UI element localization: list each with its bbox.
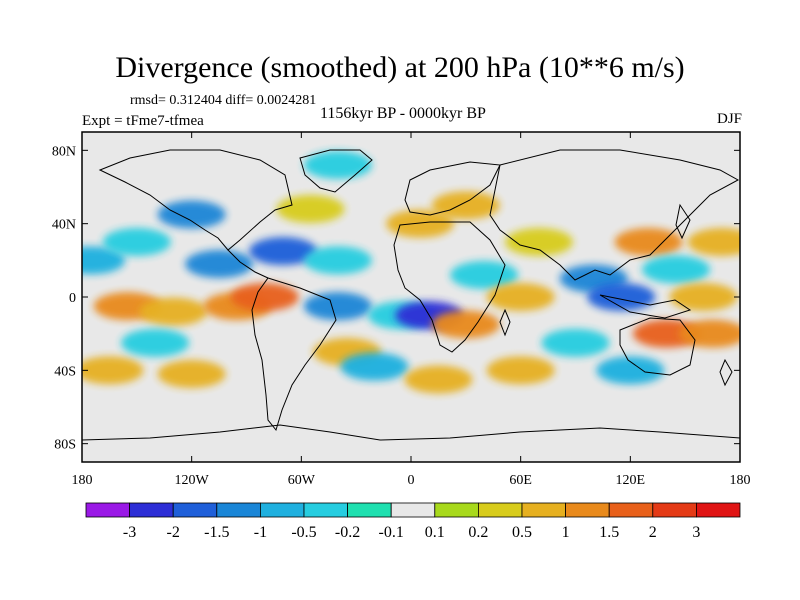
- coast-south-america: [251, 277, 337, 432]
- colorbar-label: 1: [562, 524, 570, 541]
- coast-new-zealand: [719, 358, 733, 387]
- season-label: DJF: [716, 111, 742, 127]
- field-feature: [82, 246, 126, 275]
- experiment-label: Expt = tFme7-tfmea: [82, 113, 204, 129]
- field-feature: [431, 191, 500, 220]
- colorbar-label: 1.5: [599, 524, 619, 541]
- field-feature: [303, 246, 372, 275]
- field-feature: [614, 228, 683, 256]
- field-feature: [102, 228, 171, 256]
- field-layer: [82, 151, 740, 394]
- field-feature: [669, 283, 738, 311]
- colorbar-swatch: [129, 502, 174, 518]
- field-feature: [303, 151, 372, 179]
- x-tick-label: 180: [72, 473, 93, 488]
- colorbar-label: -0.5: [291, 524, 316, 541]
- field-feature: [121, 328, 190, 357]
- colorbar-label: -1: [254, 524, 267, 541]
- colorbar-label: -2: [167, 524, 180, 541]
- field-feature: [587, 283, 656, 311]
- field-feature: [486, 356, 555, 385]
- coast-europe: [404, 161, 501, 216]
- coast-asia: [489, 149, 740, 281]
- y-tick-label: 0: [69, 291, 76, 306]
- colorbar-swatch: [696, 502, 741, 518]
- field-feature: [642, 255, 711, 284]
- field-feature: [486, 283, 555, 311]
- x-tick-label: 120E: [616, 473, 646, 488]
- coast-greenland: [299, 149, 373, 193]
- colorbar-swatch: [521, 502, 566, 518]
- colorbar-swatch: [565, 502, 610, 518]
- colorbar-swatch: [477, 502, 523, 518]
- coast-indonesia: [599, 294, 692, 319]
- colorbar: -3 -2 -1.5 -1 -0.5 -0.2 -0.1 0.1 0.2 0.5 1 1.5 2 3: [85, 502, 741, 541]
- coast-antarctica: [82, 424, 740, 441]
- field-feature: [230, 283, 299, 311]
- coast-africa: [393, 221, 506, 353]
- colorbar-swatch: [652, 502, 697, 518]
- x-tick-label: 180: [730, 473, 751, 488]
- axis-ticks: 180 120W 60W 0 60E 120E 180 80N 40N 0 40S 80S: [52, 132, 751, 488]
- x-tick-label: 60E: [509, 473, 532, 488]
- colorbar-label: -1.5: [204, 524, 229, 541]
- field-feature: [386, 209, 455, 238]
- field-feature: [687, 228, 740, 256]
- colorbar-label: -0.2: [335, 524, 360, 541]
- coast-north-america: [98, 149, 293, 251]
- stats-line: rmsd= 0.312404 diff= 0.0024281: [130, 93, 317, 108]
- field-feature: [139, 297, 208, 326]
- field-feature: [678, 319, 740, 348]
- colorbar-swatch: [608, 502, 654, 518]
- colorbar-label: 0.1: [425, 524, 445, 541]
- colorbar-swatch: [85, 502, 130, 518]
- coast-australia: [619, 317, 696, 376]
- colorbar-label: -3: [123, 524, 136, 541]
- field-feature: [596, 356, 665, 385]
- field-feature: [504, 228, 573, 256]
- field-feature: [82, 356, 144, 385]
- field-feature: [450, 261, 519, 289]
- x-tick-label: 0: [408, 473, 415, 488]
- x-tick-label: 60W: [288, 473, 316, 488]
- colorbar-label: 3: [692, 524, 700, 541]
- colorbar-swatch: [216, 502, 261, 518]
- field-feature: [303, 292, 372, 321]
- coastlines: [82, 149, 740, 441]
- colorbar-label: 0.2: [468, 524, 488, 541]
- chart-title: Divergence (smoothed) at 200 hPa (10**6 …: [115, 51, 685, 84]
- coast-central-america: [227, 249, 269, 279]
- y-tick-label: 80N: [52, 144, 76, 159]
- colorbar-swatch: [390, 502, 436, 518]
- x-tick-label: 120W: [175, 473, 210, 488]
- colorbar-swatch: [434, 502, 479, 518]
- y-tick-label: 40S: [54, 364, 76, 379]
- coast-japan: [675, 203, 691, 240]
- field-feature: [249, 237, 318, 266]
- colorbar-label: -0.1: [379, 524, 404, 541]
- field-feature: [404, 365, 473, 394]
- colorbar-label: 0.5: [512, 524, 532, 541]
- field-feature: [541, 328, 610, 357]
- y-tick-label: 40N: [52, 218, 76, 233]
- coast-madagascar: [499, 308, 511, 337]
- colorbar-label: 2: [649, 524, 657, 541]
- field-feature: [157, 200, 226, 229]
- field-feature: [157, 360, 226, 388]
- colorbar-swatch: [347, 502, 392, 518]
- field-feature: [431, 310, 500, 339]
- colorbar-swatch: [303, 502, 348, 518]
- field-feature: [185, 250, 254, 278]
- y-tick-label: 80S: [54, 438, 76, 453]
- field-feature: [276, 195, 345, 223]
- period-label: 1156kyr BP - 0000kyr BP: [320, 105, 486, 122]
- field-feature: [340, 352, 409, 381]
- colorbar-swatch: [172, 502, 218, 518]
- colorbar-swatch: [259, 502, 305, 518]
